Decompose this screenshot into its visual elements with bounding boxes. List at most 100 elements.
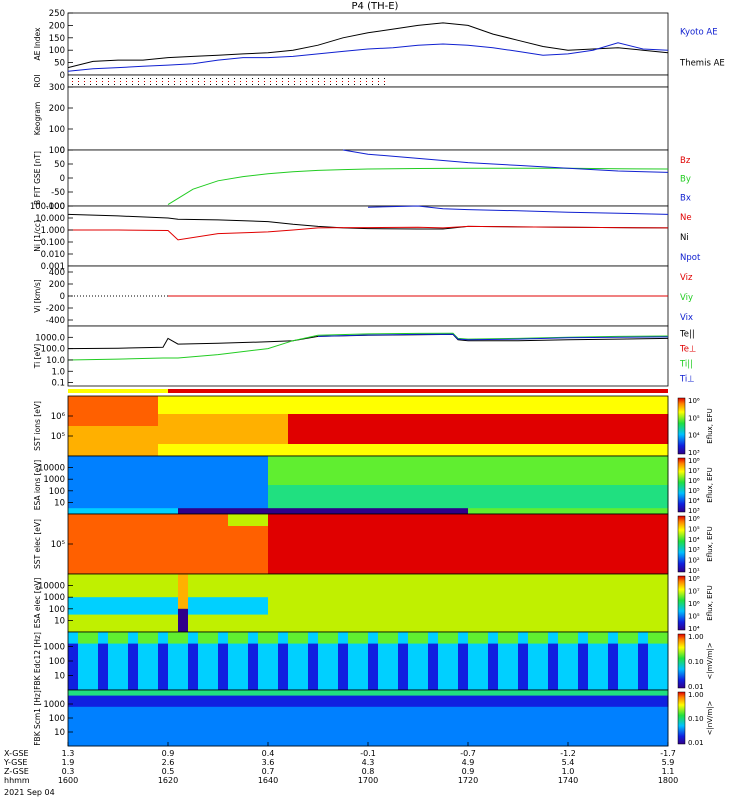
heat-cell [138, 666, 149, 674]
heat-cell [158, 684, 169, 691]
roi-dot [306, 78, 307, 79]
heat-cell [608, 734, 619, 741]
heat-cell [78, 556, 89, 563]
heat-cell [398, 408, 409, 415]
heat-cell [218, 684, 229, 691]
heat-cell [578, 678, 589, 685]
heat-cell [588, 438, 599, 445]
heat-cell [88, 426, 99, 433]
heat-cell [488, 643, 499, 650]
heat-cell [608, 632, 619, 639]
heat-cell [128, 701, 139, 708]
heat-cell [628, 550, 639, 557]
heat-cell [308, 426, 319, 433]
heat-cell [378, 490, 389, 498]
heat-cell [348, 603, 359, 610]
heat-cell [198, 514, 209, 521]
heat-cell [578, 556, 589, 563]
heat-cell [438, 426, 449, 433]
heat-cell [248, 408, 259, 415]
heat-cell [558, 490, 569, 498]
heat-cell [348, 396, 359, 403]
heat-cell [648, 544, 659, 551]
heat-cell [218, 574, 229, 581]
heat-cell [188, 614, 199, 621]
heat-cell [408, 690, 419, 697]
heat-cell [138, 514, 149, 521]
heat-cell [568, 568, 579, 575]
heat-cell [318, 473, 329, 480]
heat-cell [438, 608, 449, 616]
heat-cell [78, 450, 89, 457]
heat-cell [438, 485, 449, 492]
heat-cell [438, 490, 449, 498]
ephemeris-row-label: X-GSE [4, 749, 29, 758]
heat-cell [78, 408, 89, 415]
heat-cell [578, 626, 589, 633]
heat-cell [248, 502, 259, 509]
heat-cell [418, 562, 429, 569]
heat-cell [378, 620, 389, 627]
heat-cell [168, 414, 179, 421]
heat-cell [568, 414, 579, 421]
heat-cell [338, 456, 349, 463]
heat-cell [398, 579, 409, 587]
heat-cell [178, 408, 189, 415]
heat-cell [398, 649, 409, 656]
heat-cell [598, 456, 609, 463]
heat-cell [218, 579, 229, 587]
heat-cell [428, 574, 439, 581]
heat-cell [368, 556, 379, 563]
heat-cell [278, 526, 289, 533]
heat-cell [198, 502, 209, 509]
heat-cell [398, 514, 409, 521]
heat-cell [208, 672, 219, 679]
heat-cell [628, 508, 639, 515]
heat-cell [168, 585, 179, 592]
heat-cell [278, 603, 289, 610]
heat-cell [438, 461, 449, 469]
heat-cell [218, 538, 229, 545]
heat-cell [308, 637, 319, 645]
heat-cell [618, 637, 629, 645]
heat-cell [428, 666, 439, 674]
heat-cell [168, 706, 179, 713]
heat-cell [438, 695, 449, 702]
heat-cell [638, 723, 649, 730]
heat-cell [468, 712, 479, 719]
heat-cell [338, 414, 349, 421]
heat-cell [568, 402, 579, 409]
heat-cell [328, 514, 339, 521]
heat-cell [318, 706, 329, 713]
heat-cell [528, 579, 539, 587]
heat-cell [268, 740, 279, 747]
heat-cell [118, 632, 129, 639]
heat-cell [408, 508, 419, 515]
heat-cell [108, 695, 119, 702]
heat-cell [448, 706, 459, 713]
heat-cell [598, 438, 609, 445]
heat-cell [218, 603, 229, 610]
heat-cell [88, 729, 99, 736]
roi-dot [174, 81, 175, 82]
heat-cell [158, 666, 169, 674]
heat-cell [618, 467, 629, 474]
heat-cell [178, 649, 189, 656]
heat-cell [288, 502, 299, 509]
heat-cell [488, 402, 499, 409]
heat-cell [498, 695, 509, 702]
heat-cell [88, 514, 99, 521]
heat-cell [188, 672, 199, 679]
heat-cell [598, 603, 609, 610]
heat-cell [238, 526, 249, 533]
heat-cell [98, 666, 109, 674]
roi-dot [90, 81, 91, 82]
heat-cell [638, 526, 649, 533]
heat-cell [548, 734, 559, 741]
heat-cell [248, 701, 259, 708]
legend-entry: Kyoto AE [680, 28, 718, 38]
heat-cell [118, 701, 129, 708]
heat-cell [588, 579, 599, 587]
heat-cell [98, 655, 109, 662]
